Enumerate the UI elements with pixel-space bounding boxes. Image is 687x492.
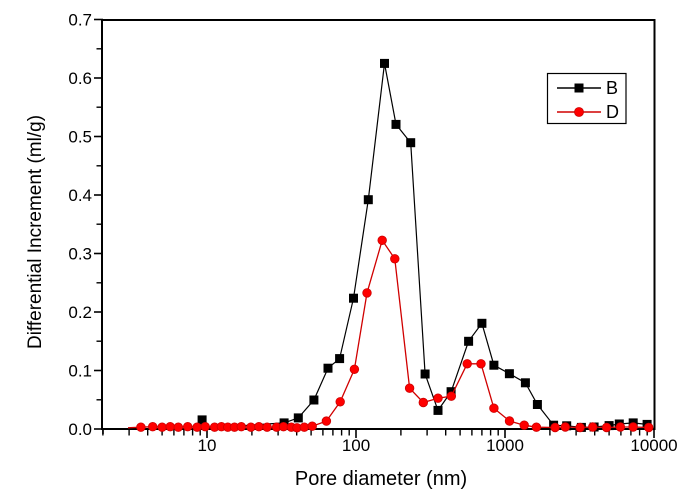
svg-text:0.1: 0.1 [68, 362, 92, 381]
svg-text:10000: 10000 [630, 436, 677, 455]
svg-text:0.6: 0.6 [68, 69, 92, 88]
svg-text:Differential Increment (ml/g): Differential Increment (ml/g) [25, 115, 46, 349]
svg-text:B: B [606, 78, 618, 98]
svg-text:0.5: 0.5 [68, 128, 92, 147]
svg-text:Pore diameter (nm): Pore diameter (nm) [295, 468, 467, 490]
svg-text:0.7: 0.7 [68, 11, 92, 30]
svg-text:1000: 1000 [486, 436, 524, 455]
svg-text:10: 10 [198, 436, 217, 455]
svg-text:D: D [606, 102, 619, 122]
svg-text:0.3: 0.3 [68, 245, 92, 264]
svg-text:0.4: 0.4 [68, 186, 92, 205]
svg-text:100: 100 [342, 436, 370, 455]
svg-text:0.0: 0.0 [68, 420, 92, 439]
svg-text:0.2: 0.2 [68, 303, 92, 322]
